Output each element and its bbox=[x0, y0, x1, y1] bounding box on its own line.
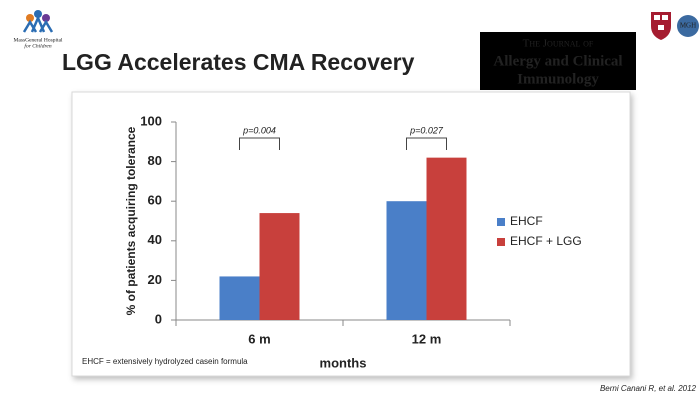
bar bbox=[259, 213, 300, 320]
bar bbox=[426, 157, 467, 320]
citation: Berni Canani R, et al. 2012 bbox=[600, 384, 697, 393]
footnote: EHCF = extensively hydrolyzed casein for… bbox=[82, 357, 248, 366]
annotation: p=0.004 bbox=[242, 125, 276, 135]
logo-text: for Children bbox=[24, 42, 51, 49]
y-axis-label: % of patients acquiring tolerance bbox=[124, 126, 138, 315]
x-axis-label: months bbox=[320, 355, 367, 370]
logo-text: MassGeneral Hospital bbox=[13, 37, 63, 43]
legend-label: EHCF bbox=[510, 214, 543, 228]
y-tick-label: 60 bbox=[148, 193, 162, 208]
y-tick-label: 0 bbox=[155, 311, 162, 326]
y-tick-label: 20 bbox=[148, 272, 162, 287]
journal-logo: The Journal of Allergy and Clinical Immu… bbox=[480, 32, 636, 90]
chart: 0 20 40 60 80 100% of patients acquiring tole… bbox=[82, 113, 582, 370]
journal-text: Immunology bbox=[517, 71, 599, 87]
annotation: p=0.027 bbox=[409, 125, 444, 135]
y-tick-label: 40 bbox=[148, 232, 162, 247]
y-tick-label: 80 bbox=[148, 153, 162, 168]
x-tick-label: 6 m bbox=[248, 331, 270, 346]
journal-text: The Journal of bbox=[523, 38, 594, 50]
p-bracket bbox=[239, 137, 280, 150]
x-tick-label: 12 m bbox=[412, 331, 442, 346]
legend-swatch bbox=[497, 238, 505, 246]
y-tick-label: 100 bbox=[140, 113, 162, 128]
bar bbox=[219, 276, 260, 320]
hospital-logo: MassGeneral Hospital for Children bbox=[13, 10, 63, 49]
p-bracket bbox=[406, 137, 447, 150]
legend-swatch bbox=[497, 218, 505, 226]
chart-panel bbox=[71, 91, 631, 377]
mgh-text: MGH bbox=[680, 22, 696, 30]
slide-title: LGG Accelerates CMA Recovery bbox=[62, 49, 415, 75]
bar bbox=[386, 201, 427, 320]
right-logos: MGH bbox=[651, 12, 699, 40]
journal-text: Allergy and Clinical bbox=[493, 53, 622, 69]
legend-label: EHCF + LGG bbox=[510, 234, 582, 248]
